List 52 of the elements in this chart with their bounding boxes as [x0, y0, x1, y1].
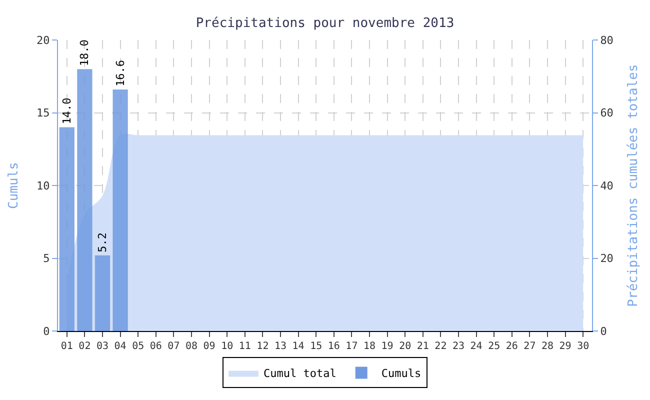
x-tick-label: 05 [132, 341, 144, 352]
x-tick-label: 19 [381, 341, 394, 352]
x-tick-label: 25 [488, 341, 500, 352]
x-tick-label: 15 [310, 341, 322, 352]
y2-tick-label: 20 [600, 252, 614, 266]
x-tick-label: 20 [399, 341, 412, 352]
y2-tick-label: 80 [600, 34, 614, 47]
x-tick-label: 17 [346, 341, 358, 352]
x-tick-label: 03 [96, 341, 109, 352]
y-tick-label: 10 [36, 179, 50, 192]
y-tick-label: 0 [43, 324, 50, 338]
x-tick-label: 29 [559, 341, 572, 352]
x-tick-label: 24 [470, 341, 482, 352]
bar [112, 89, 128, 331]
data-label: 16.6 [114, 60, 127, 86]
x-tick-label: 07 [168, 341, 180, 352]
y-tick-label: 15 [36, 106, 50, 120]
x-tick-label: 14 [292, 341, 304, 352]
x-tick-label: 23 [452, 341, 465, 352]
x-tick-label: 02 [78, 341, 91, 352]
legend-label: Cumul total [264, 366, 336, 380]
x-tick-label: 12 [256, 341, 269, 352]
legend-label: Cumuls [381, 366, 422, 380]
y-axis-title: Cumuls [6, 162, 22, 209]
y-tick-label: 20 [36, 34, 50, 47]
y2-axis-title: Précipitations cumulées totales [626, 64, 642, 307]
chart-title: Précipitations pour novembre 2013 [196, 16, 454, 32]
y2-tick-label: 0 [600, 324, 607, 338]
x-tick-label: 30 [577, 341, 590, 352]
x-tick-label: 11 [238, 341, 251, 352]
y2-tick-label: 60 [600, 106, 614, 120]
x-tick-label: 27 [524, 341, 536, 352]
y-tick-label: 5 [43, 252, 50, 266]
y2-tick-label: 40 [600, 179, 614, 192]
bar [77, 69, 92, 331]
x-tick-label: 16 [328, 341, 340, 352]
x-tick-label: 13 [274, 341, 287, 352]
data-label: 14.0 [60, 98, 74, 124]
x-tick-label: 01 [60, 341, 73, 352]
x-tick-label: 28 [541, 341, 554, 352]
x-tick-label: 22 [434, 341, 447, 352]
x-tick-label: 08 [185, 341, 198, 352]
data-label: 18.0 [78, 40, 92, 66]
data-label: 5.2 [96, 232, 110, 252]
x-tick-label: 04 [114, 341, 126, 352]
bar [94, 255, 110, 331]
x-tick-label: 06 [150, 341, 162, 352]
x-tick-label: 21 [416, 341, 429, 352]
x-tick-label: 09 [203, 341, 216, 352]
x-tick-label: 10 [221, 341, 234, 352]
x-tick-label: 18 [363, 341, 376, 352]
x-tick-label: 26 [506, 341, 518, 352]
